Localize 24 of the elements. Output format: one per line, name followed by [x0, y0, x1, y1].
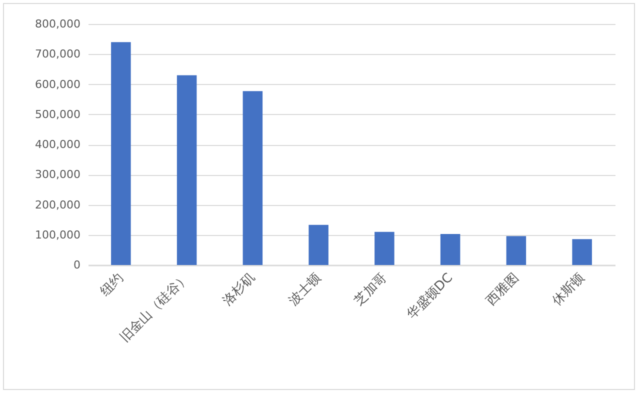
x-tick-label: 芝加哥: [352, 270, 390, 309]
x-tick-label: 华盛顿DC: [404, 270, 456, 322]
bar: [242, 91, 263, 265]
bar: [572, 239, 592, 265]
y-tick-label: 500,000: [35, 108, 80, 121]
x-tick-label: 西雅图: [484, 270, 522, 309]
y-tick-label: 700,000: [35, 48, 80, 61]
y-tick-label: 100,000: [35, 228, 80, 242]
y-tick-label: 200,000: [35, 198, 80, 212]
y-tick-label: 800,000: [35, 18, 80, 30]
bar: [440, 234, 460, 265]
y-tick-label: 0: [74, 258, 80, 272]
y-tick-label: 600,000: [35, 78, 80, 91]
bar: [506, 236, 526, 265]
x-tick-label: 洛杉矶: [220, 270, 258, 309]
bar: [176, 75, 197, 265]
x-tick-label: 纽约: [98, 270, 127, 300]
y-tick-label: 300,000: [35, 168, 80, 182]
y-tick-label: 400,000: [35, 138, 80, 151]
bar: [308, 224, 328, 265]
x-tick-label: 休斯顿: [550, 270, 588, 309]
bar: [111, 42, 131, 265]
x-tick-label: 波士顿: [286, 270, 324, 309]
bar: [374, 232, 394, 265]
